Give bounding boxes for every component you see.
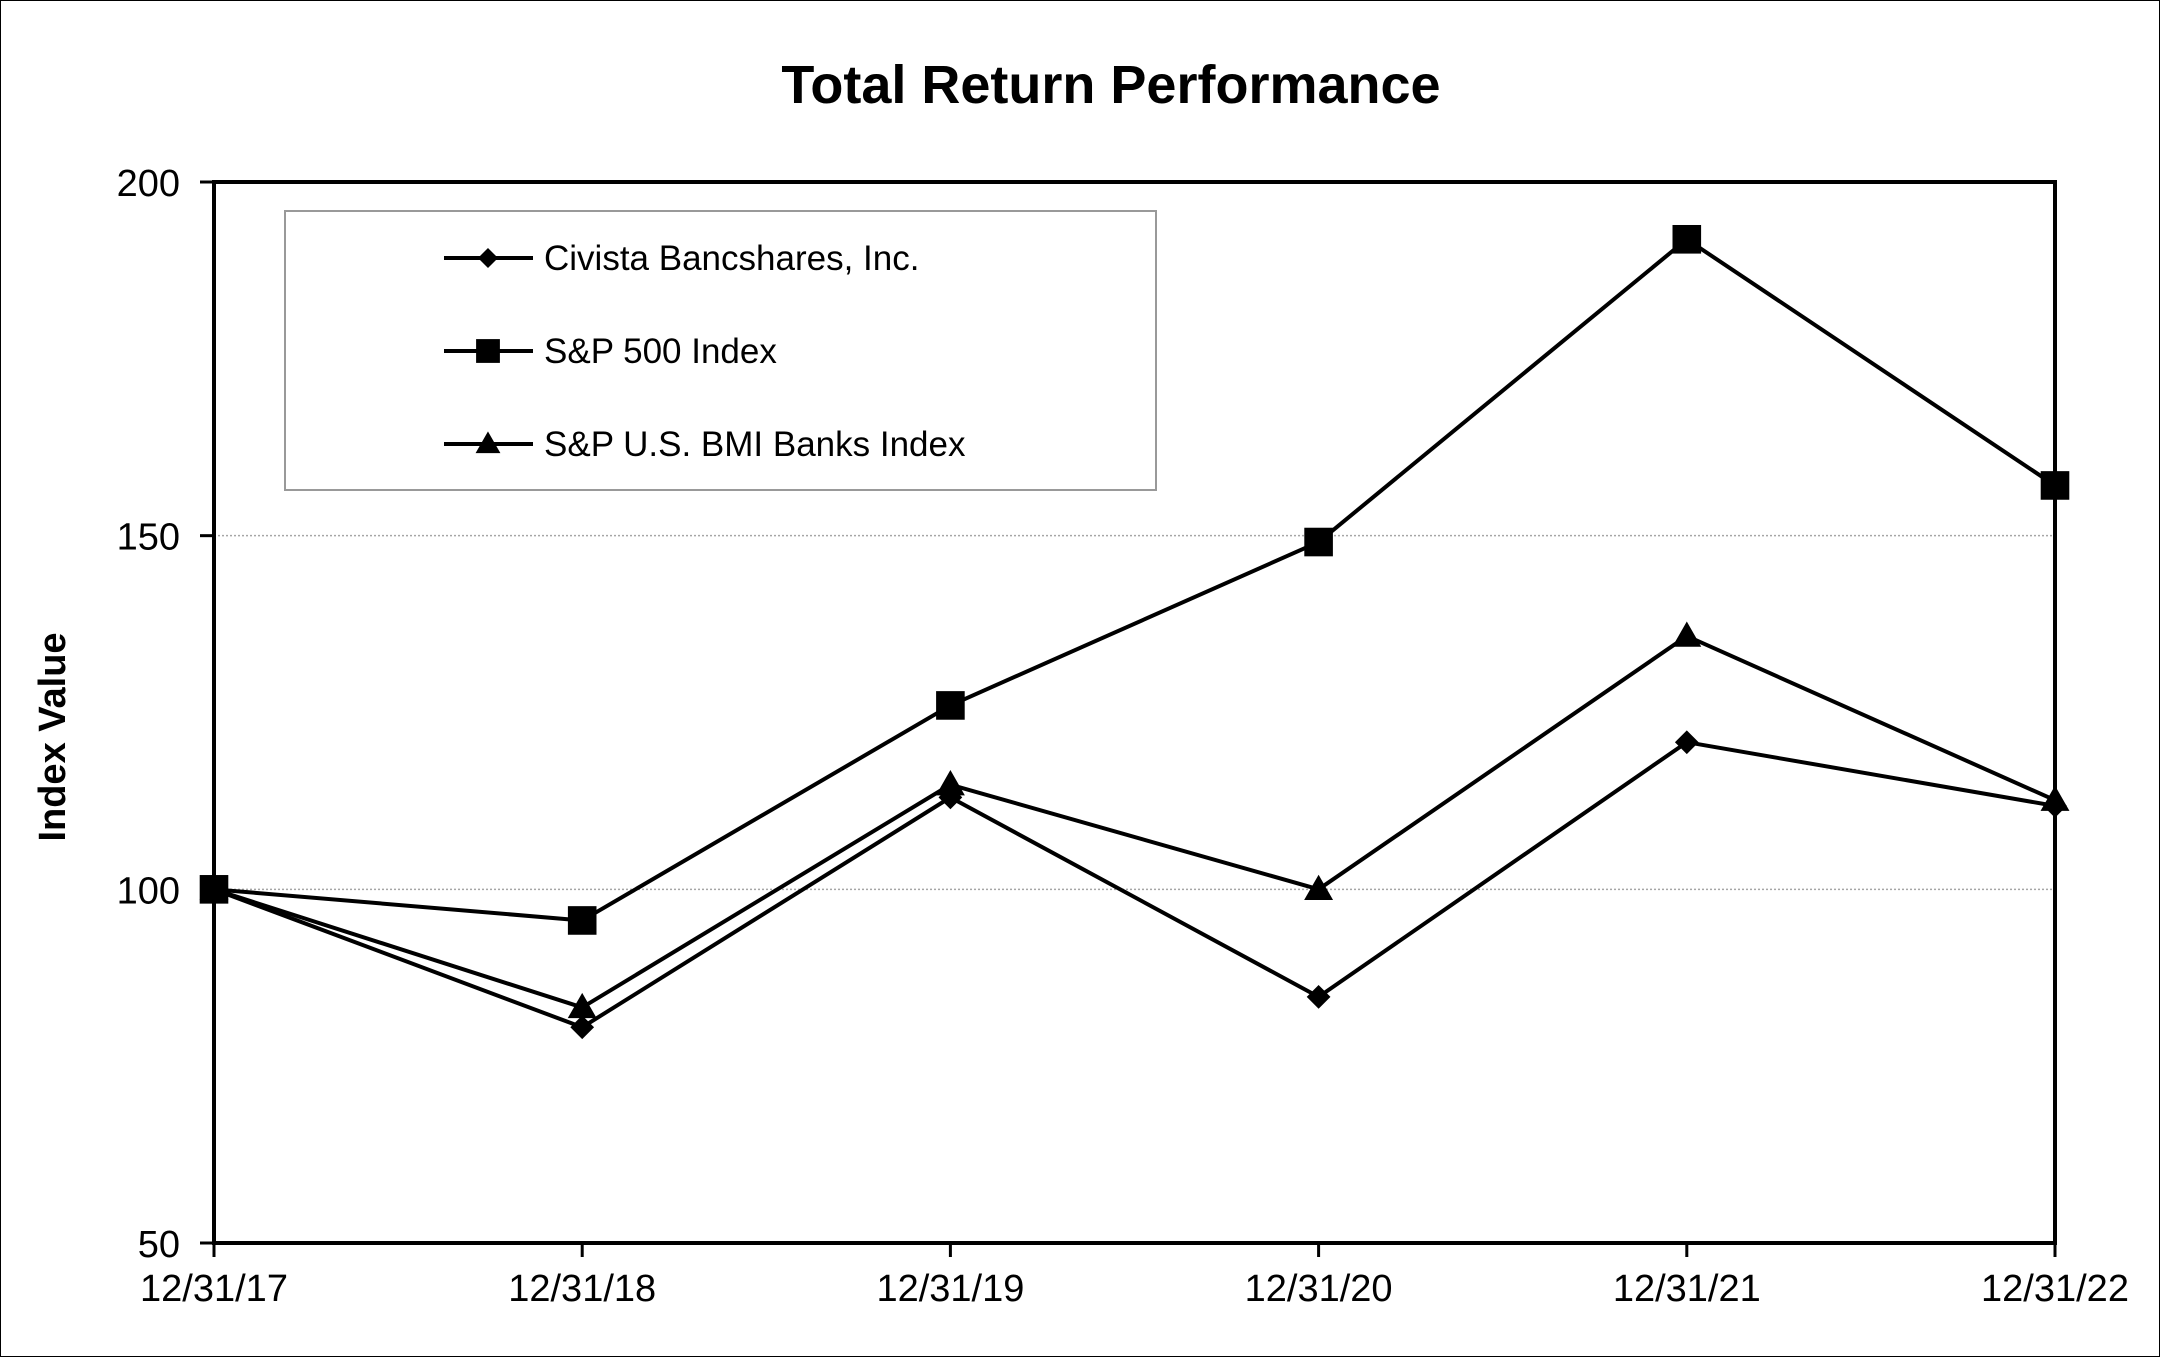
x-tick-label: 12/31/19 (876, 1268, 1024, 1310)
data-point-triangle (935, 770, 965, 796)
data-point-square (936, 691, 965, 720)
axes: 50 100 150 200 12/31/17 12/31/18 12/31/19 12/31… (117, 163, 2129, 1310)
series-layer (199, 224, 2070, 1040)
legend-marker-triangle (475, 431, 501, 454)
legend-label: S&P 500 Index (544, 332, 777, 371)
gridlines (214, 534, 2055, 891)
data-point-diamond (570, 1015, 595, 1040)
chart-title: Total Return Performance (781, 55, 1440, 115)
data-point-triangle (567, 992, 597, 1019)
series-triangle (199, 621, 2070, 1019)
series-line (213, 237, 2057, 923)
x-tick-label: 12/31/21 (1613, 1268, 1761, 1310)
y-tick-label: 50 (138, 1224, 180, 1266)
y-tick-label: 200 (117, 163, 180, 205)
legend-marker-diamond (477, 247, 499, 269)
data-point-square (567, 906, 597, 935)
y-tick-label: 150 (117, 517, 180, 559)
legend-marker-square (476, 339, 500, 363)
x-tick-label: 12/31/22 (1981, 1268, 2129, 1310)
series-diamond (202, 730, 2067, 1040)
y-axis-label: Index Value (32, 632, 74, 841)
data-point-diamond (1306, 984, 1331, 1009)
data-point-square (1304, 527, 1333, 557)
legend: Civista Bancshares, Inc. S&P 500 Index S&P… (284, 210, 1157, 491)
x-tick-label: 12/31/20 (1245, 1268, 1393, 1310)
series-line (213, 740, 2056, 1030)
y-tick-label: 100 (117, 870, 180, 912)
x-tick-label: 12/31/17 (140, 1268, 288, 1310)
legend-label: S&P U.S. BMI Banks Index (544, 425, 966, 464)
data-point-triangle (1672, 621, 1702, 647)
legend-label: Civista Bancshares, Inc. (544, 239, 919, 278)
legend-box (284, 210, 1157, 491)
data-point-diamond (1674, 730, 1699, 755)
series-line (213, 634, 2056, 1010)
data-point-square (1672, 224, 1702, 254)
x-tick-label: 12/31/18 (508, 1268, 656, 1310)
plot-area (212, 180, 2057, 1245)
data-point-triangle (1304, 874, 1334, 901)
